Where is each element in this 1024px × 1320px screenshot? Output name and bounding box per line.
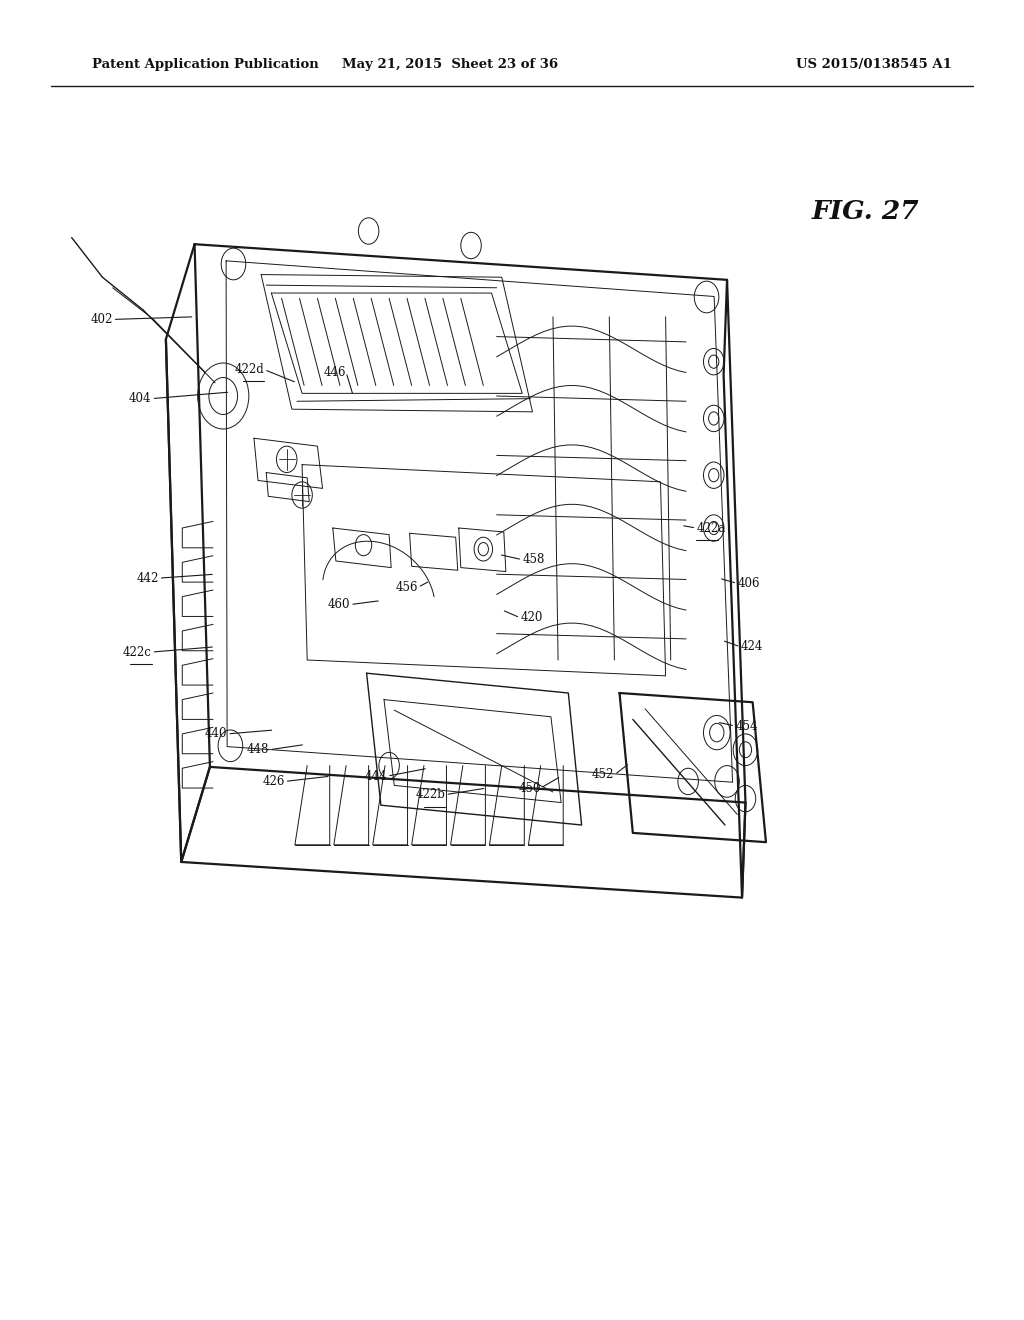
Text: 450: 450 bbox=[518, 781, 541, 795]
Text: FIG. 27: FIG. 27 bbox=[811, 199, 920, 223]
Text: 448: 448 bbox=[247, 743, 269, 756]
Text: 424: 424 bbox=[740, 640, 763, 653]
Text: 456: 456 bbox=[395, 581, 418, 594]
Text: 454: 454 bbox=[735, 719, 758, 733]
Text: 402: 402 bbox=[90, 313, 113, 326]
Text: 422c: 422c bbox=[123, 645, 152, 659]
Text: 406: 406 bbox=[737, 577, 760, 590]
Text: US 2015/0138545 A1: US 2015/0138545 A1 bbox=[797, 58, 952, 71]
Text: 444: 444 bbox=[365, 770, 387, 783]
Text: 440: 440 bbox=[205, 727, 227, 741]
Text: 426: 426 bbox=[262, 775, 285, 788]
Text: 422a: 422a bbox=[696, 521, 726, 535]
Text: 422b: 422b bbox=[416, 788, 445, 801]
Text: Patent Application Publication: Patent Application Publication bbox=[92, 58, 318, 71]
Text: 458: 458 bbox=[522, 553, 545, 566]
Text: 420: 420 bbox=[520, 611, 543, 624]
Text: 404: 404 bbox=[129, 392, 152, 405]
Text: May 21, 2015  Sheet 23 of 36: May 21, 2015 Sheet 23 of 36 bbox=[342, 58, 559, 71]
Text: 460: 460 bbox=[328, 598, 350, 611]
Text: 446: 446 bbox=[324, 366, 346, 379]
Text: 422d: 422d bbox=[234, 363, 264, 376]
Text: 442: 442 bbox=[136, 572, 159, 585]
Text: 452: 452 bbox=[592, 768, 614, 781]
